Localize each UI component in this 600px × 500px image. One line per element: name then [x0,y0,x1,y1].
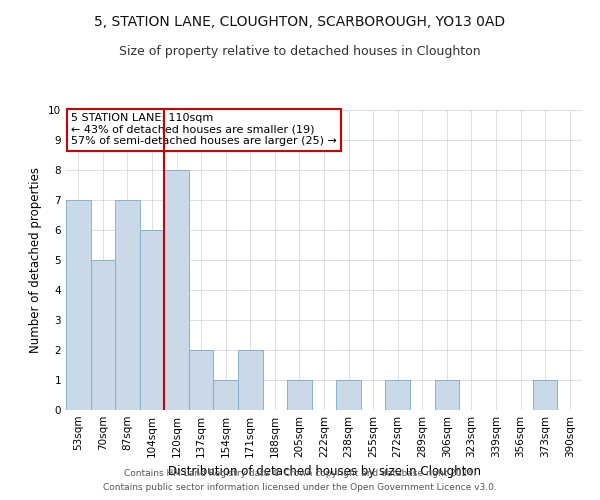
Text: Contains public sector information licensed under the Open Government Licence v3: Contains public sector information licen… [103,484,497,492]
Bar [214,380,238,410]
Text: 5, STATION LANE, CLOUGHTON, SCARBOROUGH, YO13 0AD: 5, STATION LANE, CLOUGHTON, SCARBOROUGH,… [94,15,506,29]
Y-axis label: Number of detached properties: Number of detached properties [29,167,43,353]
Bar [533,380,557,410]
X-axis label: Distribution of detached houses by size in Cloughton: Distribution of detached houses by size … [167,466,481,478]
Text: Contains HM Land Registry data © Crown copyright and database right 2024.: Contains HM Land Registry data © Crown c… [124,468,476,477]
Bar [164,170,189,410]
Bar [238,350,263,410]
Bar [385,380,410,410]
Bar [189,350,214,410]
Bar [91,260,115,410]
Bar [66,200,91,410]
Bar [115,200,140,410]
Bar [434,380,459,410]
Bar [287,380,312,410]
Bar [336,380,361,410]
Text: 5 STATION LANE: 110sqm
← 43% of detached houses are smaller (19)
57% of semi-det: 5 STATION LANE: 110sqm ← 43% of detached… [71,113,337,146]
Bar [140,230,164,410]
Text: Size of property relative to detached houses in Cloughton: Size of property relative to detached ho… [119,45,481,58]
